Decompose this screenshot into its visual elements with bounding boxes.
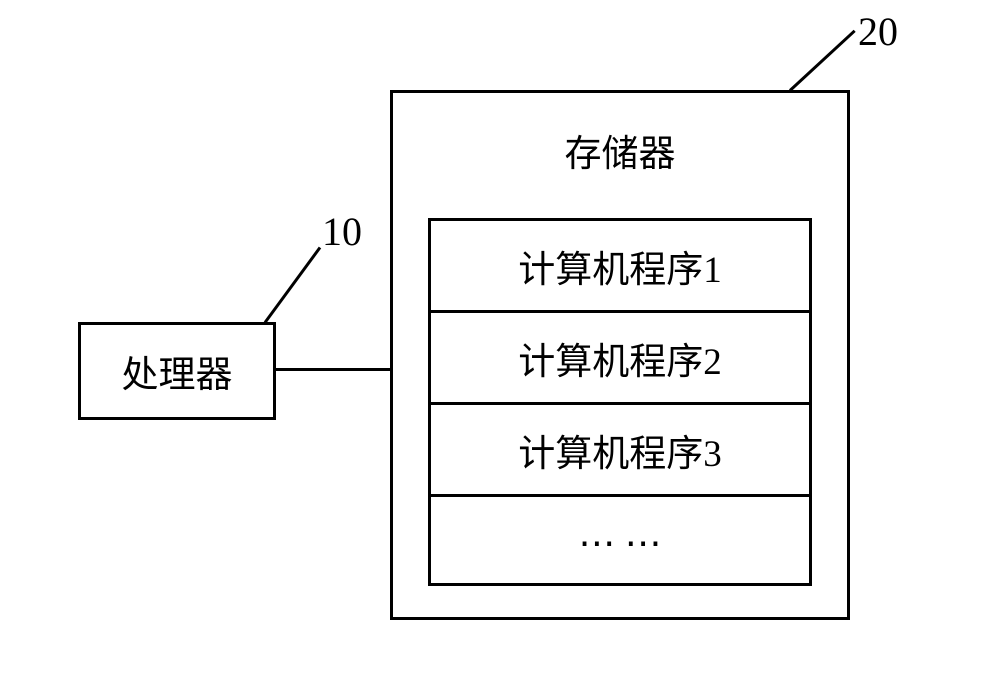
program-label-ellipsis: ⋯ ⋯ (578, 521, 661, 565)
program-row-2: 计算机程序2 (431, 313, 809, 405)
ref-storage: 20 (858, 8, 898, 55)
storage-title: 存储器 (565, 123, 676, 177)
program-label-3: 计算机程序3 (518, 423, 722, 477)
processor-label: 处理器 (122, 344, 233, 398)
ref-processor: 10 (322, 208, 362, 255)
program-label-2: 计算机程序2 (518, 331, 722, 385)
program-row-1: 计算机程序1 (431, 221, 809, 313)
leader-storage (789, 29, 856, 91)
programs-box: 计算机程序1 计算机程序2 计算机程序3 ⋯ ⋯ (428, 218, 812, 586)
connector-line (276, 368, 390, 371)
processor-box: 处理器 (78, 322, 276, 420)
program-row-3: 计算机程序3 (431, 405, 809, 497)
program-row-4: ⋯ ⋯ (431, 497, 809, 589)
program-label-1: 计算机程序1 (518, 239, 722, 293)
leader-processor (264, 246, 321, 323)
